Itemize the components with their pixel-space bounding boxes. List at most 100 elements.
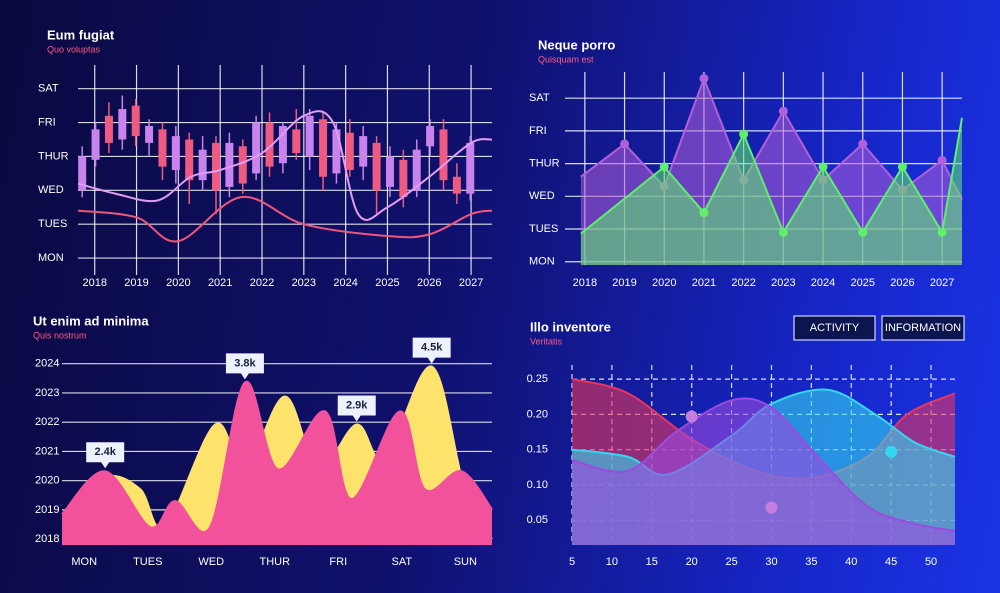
point-marker	[699, 208, 709, 218]
y-tick-label: MON	[529, 256, 555, 268]
chart-panel: Eum fugiat Quo voluptas MON TUES WED THUR FRI S…	[38, 27, 493, 289]
y-tick-label: 0.25	[527, 373, 548, 385]
chart-subtitle: Quo voluptas	[47, 44, 101, 54]
line	[77, 196, 493, 243]
x-tick-label: 2018	[573, 277, 597, 289]
point-marker	[739, 129, 749, 139]
y-tick-label: 2019	[35, 504, 59, 516]
candle-body	[332, 129, 341, 174]
candle-body	[305, 115, 314, 157]
point-marker	[620, 139, 630, 149]
annotation-label: 3.8k	[234, 357, 256, 369]
candle-body	[452, 176, 461, 194]
candle-body	[319, 119, 328, 177]
point-marker	[858, 139, 868, 149]
point-marker	[937, 155, 947, 165]
annotation-label: 2.9k	[346, 399, 368, 411]
candle-body	[265, 122, 274, 167]
x-tick-label: 50	[925, 556, 937, 568]
candle-body	[78, 156, 87, 191]
x-tick-label: 25	[725, 556, 737, 568]
x-tick-label: 2027	[459, 277, 483, 289]
candle-body	[91, 129, 100, 160]
area	[62, 381, 492, 545]
highlight-point	[765, 501, 778, 514]
x-tick-label: SAT	[392, 556, 413, 568]
x-tick-label: 2025	[851, 277, 875, 289]
candle-body	[252, 122, 261, 174]
highlight-point	[685, 410, 698, 423]
x-tick-label: 2020	[166, 277, 190, 289]
x-tick-label: 15	[646, 556, 658, 568]
candle-body	[212, 142, 220, 191]
button-frame[interactable]	[793, 315, 876, 341]
button[interactable]: INFORMATION	[881, 315, 965, 341]
x-tick-label: 45	[885, 556, 897, 568]
point-marker	[818, 162, 828, 172]
point-marker	[778, 106, 788, 116]
chart-title: Illo inventore	[530, 319, 611, 334]
y-tick-label: SAT	[38, 83, 59, 95]
candle-body	[131, 105, 140, 137]
point-marker	[699, 74, 709, 84]
candle-body	[345, 132, 354, 170]
button-label[interactable]: ACTIVITY	[810, 322, 860, 334]
candle-body	[278, 125, 287, 164]
y-tick-label: 2022	[35, 416, 59, 428]
x-tick-label: 2022	[250, 277, 274, 289]
candle-body	[104, 115, 113, 143]
candle-body	[118, 109, 127, 140]
line	[61, 381, 493, 533]
x-tick-label: 20	[686, 556, 698, 568]
chart-subtitle: Quis nostrum	[33, 330, 87, 340]
y-tick-label: THUR	[529, 157, 560, 169]
button-label[interactable]: INFORMATION	[885, 322, 961, 334]
x-tick-label: 10	[606, 556, 618, 568]
y-tick-label: 2018	[35, 533, 59, 545]
y-tick-label: THUR	[38, 150, 69, 162]
annotation-label: 4.5k	[421, 342, 443, 354]
x-tick-label: 2023	[292, 277, 316, 289]
x-tick-label: 2026	[417, 277, 441, 289]
x-tick-label: 2025	[375, 277, 399, 289]
candle-body	[426, 125, 435, 147]
y-tick-label: TUES	[529, 223, 558, 235]
highlight-point	[885, 445, 898, 458]
x-tick-label: 35	[805, 556, 817, 568]
x-tick-label: 2019	[124, 277, 148, 289]
candle-body	[225, 142, 234, 187]
y-tick-label: 2024	[35, 358, 59, 370]
point-marker	[778, 227, 788, 237]
x-tick-label: 2023	[771, 277, 795, 289]
y-tick-label: WED	[38, 184, 64, 196]
candle-body	[399, 159, 408, 198]
y-tick-label: 2020	[35, 475, 59, 487]
chart-panel: Illo inventore Veritatis 0.05 0.10 0.15 0.20 0…	[527, 315, 965, 568]
y-tick-label: SAT	[529, 92, 550, 104]
point-marker	[659, 162, 669, 172]
x-tick-label: SUN	[454, 556, 477, 568]
area	[572, 398, 955, 545]
x-tick-label: 2021	[692, 277, 716, 289]
line	[571, 397, 956, 532]
annotation-box	[86, 442, 125, 469]
candle-body	[466, 142, 475, 194]
point-marker	[937, 227, 947, 237]
candle-body	[372, 142, 381, 191]
candle-body	[238, 146, 247, 184]
candle-body	[145, 125, 154, 143]
y-tick-label: WED	[529, 190, 555, 202]
candle-body	[158, 129, 167, 167]
x-tick-label: 2022	[731, 277, 755, 289]
candle-body	[198, 149, 207, 181]
candle-body	[359, 136, 368, 167]
point-marker	[897, 162, 907, 172]
button[interactable]: ACTIVITY	[793, 315, 876, 341]
x-tick-label: TUES	[133, 556, 162, 568]
y-tick-label: 0.05	[527, 514, 548, 526]
chart-panel: Ut enim ad minima Quis nostrum 2018 2019 202…	[33, 313, 493, 568]
button-frame[interactable]	[881, 315, 965, 341]
y-tick-label: MON	[38, 252, 64, 264]
